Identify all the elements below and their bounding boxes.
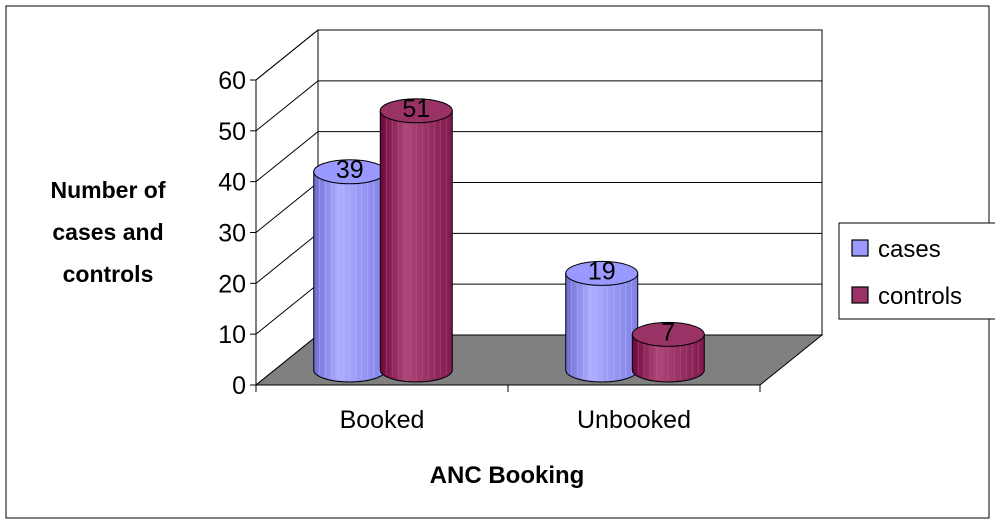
x-tick-label: Booked: [340, 406, 425, 434]
bar-cases-booked: [313, 159, 387, 383]
y-tick-label: 60: [218, 67, 246, 95]
data-labels: 39 51 19 7: [336, 95, 675, 347]
bars: [313, 98, 705, 383]
gridline: [255, 29, 822, 81]
y-tick-label: 50: [218, 118, 246, 146]
data-label: 19: [588, 257, 616, 285]
legend: cases controls: [838, 222, 995, 320]
legend-swatch-controls: [851, 286, 869, 304]
bar-controls-booked: [379, 98, 453, 383]
y-axis-title-line-1: Number of: [51, 177, 166, 203]
bar-top: [565, 260, 639, 286]
y-tick-label: 0: [232, 372, 246, 400]
legend-label-cases: cases: [878, 236, 941, 263]
legend-swatch-cases: [851, 239, 869, 257]
y-axis-title-line-2: cases and: [52, 219, 163, 245]
y-axis-title-line-3: controls: [63, 261, 154, 287]
data-label: 51: [402, 95, 430, 123]
x-axis: Booked Unbooked: [255, 384, 761, 434]
legend-label-controls: controls: [878, 283, 962, 310]
y-axis: 0 10 20 30 40 50 60: [218, 67, 257, 400]
y-tick-label: 30: [218, 220, 246, 248]
y-tick-label: 40: [218, 169, 246, 197]
x-tick-label: Unbooked: [577, 406, 691, 434]
bar-top: [631, 321, 705, 347]
gridline: [255, 80, 822, 132]
x-axis-title: ANC Booking: [430, 462, 585, 489]
y-tick-label: 10: [218, 321, 246, 349]
bar-controls-unbooked: [631, 321, 705, 383]
bar-cases-unbooked: [565, 260, 639, 383]
y-tick-label: 20: [218, 270, 246, 298]
data-label: 39: [336, 156, 364, 184]
data-label: 7: [661, 318, 675, 346]
bar-top: [379, 98, 453, 124]
gridline: [255, 131, 822, 183]
